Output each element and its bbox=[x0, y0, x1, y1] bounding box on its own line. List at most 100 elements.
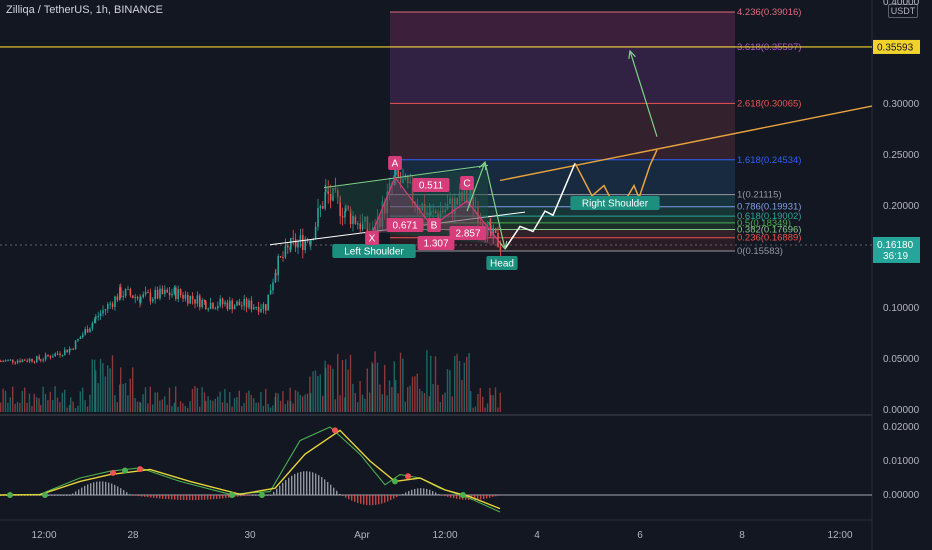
macd-histogram-bar bbox=[174, 495, 176, 500]
fib-label-1: 1(0.21115) bbox=[737, 190, 782, 201]
macd-histogram-bar bbox=[75, 491, 77, 495]
macd-histogram-bar bbox=[369, 495, 371, 506]
volume-bar bbox=[354, 392, 356, 412]
volume-bar bbox=[327, 364, 329, 412]
volume-bar bbox=[28, 393, 31, 412]
candle-body bbox=[428, 212, 431, 216]
candle-body bbox=[191, 295, 194, 300]
macd-histogram-bar bbox=[447, 495, 449, 497]
highlight-price-text: 0.35593 bbox=[877, 42, 914, 53]
candle-body bbox=[341, 216, 344, 218]
volume-bar bbox=[325, 367, 327, 412]
macd-histogram-bar bbox=[186, 495, 188, 501]
currency-badge[interactable]: USDT bbox=[888, 4, 918, 18]
macd-histogram-bar bbox=[432, 491, 434, 495]
macd-histogram-bar bbox=[165, 495, 167, 500]
candle-body bbox=[179, 289, 182, 295]
candle-body bbox=[54, 353, 56, 357]
macd-histogram-bar bbox=[228, 495, 230, 498]
macd-histogram-bar bbox=[321, 477, 323, 495]
fib-label-2-618: 2.618(0.30065) bbox=[737, 98, 801, 109]
macd-histogram-bar bbox=[291, 475, 293, 495]
macd-histogram-bar bbox=[201, 495, 203, 500]
candle-body bbox=[430, 211, 432, 216]
volume-bar bbox=[437, 384, 439, 412]
candle-body bbox=[364, 216, 366, 222]
candle-body bbox=[466, 189, 468, 202]
candle-body bbox=[456, 198, 458, 205]
ratio-cd-label: 2.857 bbox=[455, 229, 480, 240]
volume-bar bbox=[482, 396, 484, 412]
macd-histogram-bar bbox=[318, 475, 320, 495]
candle-body bbox=[241, 305, 243, 307]
volume-bar bbox=[407, 386, 409, 412]
fib-zone-8 bbox=[390, 229, 735, 238]
candle-body bbox=[38, 356, 40, 360]
volume-bar bbox=[395, 380, 397, 412]
volume-bar bbox=[260, 392, 262, 412]
candle-body bbox=[207, 308, 209, 310]
volume-bar bbox=[33, 393, 35, 412]
macd-histogram-bar bbox=[111, 483, 113, 495]
volume-bar bbox=[474, 406, 477, 412]
macd-histogram-bar bbox=[453, 495, 455, 499]
volume-bar bbox=[376, 362, 379, 412]
volume-bar bbox=[322, 395, 324, 412]
volume-bar bbox=[97, 383, 99, 412]
price-tick-5: 0.10000 bbox=[883, 303, 920, 314]
macd-histogram-bar bbox=[309, 471, 311, 495]
candle-body bbox=[196, 295, 199, 304]
candle-body bbox=[253, 307, 255, 310]
volume-bar bbox=[166, 404, 168, 412]
macd-histogram-bar bbox=[423, 488, 425, 495]
candle-body bbox=[229, 300, 231, 309]
arrow-down-shaft bbox=[484, 162, 506, 249]
candle-body bbox=[47, 354, 49, 357]
fib-label-0-618: 0.618(0.19002) bbox=[737, 211, 801, 222]
volume-bar bbox=[466, 356, 468, 412]
candle-body bbox=[116, 296, 119, 301]
volume-bar bbox=[194, 386, 196, 412]
volume-bar bbox=[38, 398, 40, 412]
point-b-label-bg bbox=[427, 218, 441, 232]
candle-body bbox=[426, 212, 428, 215]
macd-histogram-bar bbox=[456, 495, 458, 499]
volume-bar bbox=[399, 352, 402, 412]
volume-bar bbox=[99, 358, 102, 412]
volume-bar bbox=[124, 383, 127, 412]
candle-body bbox=[411, 181, 414, 202]
macd-cross-dot bbox=[229, 492, 235, 498]
macd-histogram-bar bbox=[39, 495, 41, 496]
volume-bar bbox=[304, 394, 306, 412]
macd-line bbox=[0, 426, 501, 513]
candle-body bbox=[82, 334, 84, 338]
macd-histogram-bar bbox=[207, 495, 209, 500]
candle-body bbox=[171, 293, 173, 296]
volume-bar bbox=[426, 350, 428, 412]
volume-bar bbox=[132, 367, 134, 412]
candle-body bbox=[344, 211, 346, 218]
macd-histogram-bar bbox=[441, 495, 443, 496]
candle-body bbox=[357, 223, 359, 225]
macd-cross-dot bbox=[7, 492, 13, 498]
ratio-ab-label: 0.511 bbox=[419, 181, 444, 192]
candle-body bbox=[161, 288, 164, 294]
candle-body bbox=[31, 358, 33, 362]
right-shoulder-label-bg bbox=[570, 196, 660, 210]
volume-bar bbox=[456, 353, 458, 412]
volume-bar bbox=[159, 400, 161, 412]
macd-histogram-bar bbox=[405, 492, 407, 495]
volume-bar bbox=[275, 392, 277, 412]
candle-body bbox=[332, 187, 334, 201]
macd-histogram-bar bbox=[204, 495, 206, 500]
candle-body bbox=[61, 354, 64, 356]
volume-bar bbox=[404, 401, 406, 412]
macd-histogram-bar bbox=[69, 495, 71, 496]
volume-bar bbox=[16, 401, 19, 412]
candle-body bbox=[446, 204, 449, 210]
current-price-badge bbox=[873, 236, 920, 263]
candle-body bbox=[94, 319, 96, 323]
macd-histogram-bar bbox=[117, 486, 119, 495]
